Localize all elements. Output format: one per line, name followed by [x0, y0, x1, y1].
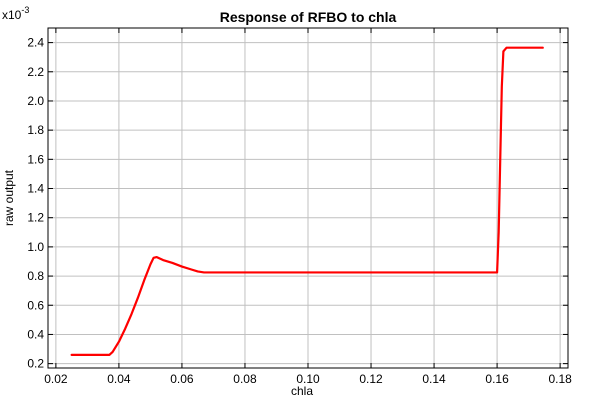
axis-ticks: 0.02 0.04 0.06 0.08 0.10 0.12 0.14 0.16 0.18 0.2 0…: [27, 28, 572, 386]
x-tick-label: 0.14: [422, 372, 446, 386]
y-tick-label: 0.8: [27, 269, 44, 283]
x-tick-label: 0.04: [107, 372, 131, 386]
x-tick-label: 0.18: [548, 372, 572, 386]
x-tick-label: 0.12: [359, 372, 383, 386]
y-tick-label: 1.2: [27, 211, 44, 225]
x-tick-label: 0.10: [296, 372, 320, 386]
y-tick-label: 2.0: [27, 94, 44, 108]
y-axis-multiplier: x10-3: [2, 5, 29, 22]
x-tick-label: 0.06: [170, 372, 194, 386]
chart-title: Response of RFBO to chla: [220, 9, 397, 25]
y-tick-label: 1.8: [27, 123, 44, 137]
y-tick-label: 0.2: [27, 357, 44, 371]
series-line: [70, 46, 544, 356]
y-tick-label: 2.4: [27, 36, 44, 50]
y-tick-label: 2.2: [27, 65, 44, 79]
y-tick-label: 1.4: [27, 182, 44, 196]
x-tick-label: 0.02: [44, 372, 68, 386]
y-tick-label: 1.0: [27, 240, 44, 254]
y-multiplier-base: x10: [2, 8, 22, 22]
y-tick-label: 1.6: [27, 152, 44, 166]
x-tick-label: 0.08: [233, 372, 257, 386]
x-axis-label: chla: [291, 384, 313, 398]
y-tick-label: 0.4: [27, 327, 44, 341]
y-tick-label: 0.6: [27, 298, 44, 312]
x-tick-label: 0.16: [485, 372, 509, 386]
y-axis-label: raw output: [2, 169, 16, 226]
y-multiplier-exponent: -3: [21, 5, 29, 15]
data-series: [70, 46, 544, 356]
